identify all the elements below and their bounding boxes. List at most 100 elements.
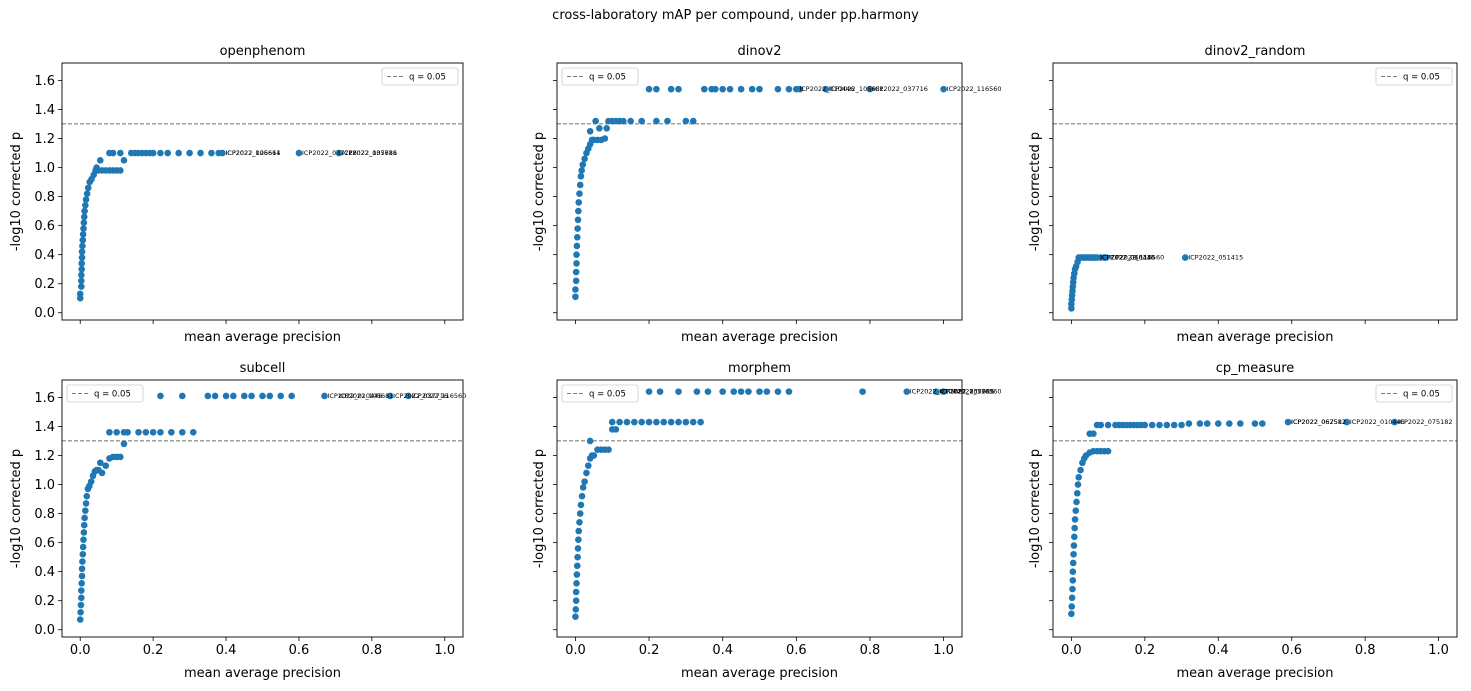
scatter-point (576, 190, 583, 197)
y-tick-label: 0.8 (34, 190, 55, 205)
scatter-point (796, 85, 804, 93)
y-tick-label: 0.6 (34, 219, 55, 234)
scatter-point (80, 225, 87, 232)
point-annotation: ICP2022_037716 (342, 149, 397, 157)
scatter-point (774, 388, 782, 395)
y-tick-label: 0.4 (34, 248, 55, 263)
scatter-point (682, 117, 690, 125)
scatter-point (84, 184, 92, 192)
legend-box (66, 384, 144, 403)
scatter-point (682, 418, 690, 426)
scatter-point (1070, 542, 1078, 549)
scatter-point (697, 418, 704, 426)
scatter-point (211, 392, 219, 400)
scatter-point (76, 290, 84, 298)
x-axis-label: mean average precision (184, 666, 341, 681)
scatter-point (689, 418, 697, 426)
y-axis-label: -log10 corrected p (532, 449, 547, 568)
scatter-point (653, 117, 660, 125)
scatter-point (168, 428, 175, 436)
legend-label: q = 0.05 (409, 73, 446, 83)
scatter-point (608, 418, 616, 426)
x-tick-label: 0.8 (860, 643, 881, 658)
scatter-point (859, 388, 866, 395)
scatter-point (1073, 489, 1081, 497)
x-tick-label: 0.4 (712, 643, 733, 658)
y-tick-label: 1.2 (34, 132, 55, 147)
scatter-point (675, 418, 682, 426)
point-annotation: ICP2022_010446 (327, 392, 382, 400)
scatter-point (78, 260, 85, 267)
scatter-point (77, 609, 84, 616)
scatter-point (645, 85, 653, 93)
scatter-point (1072, 507, 1080, 514)
scatter-point (572, 277, 580, 285)
scatter-point (575, 199, 583, 206)
scatter-point (1148, 421, 1156, 429)
scatter-point (78, 587, 85, 594)
scatter-point (78, 565, 86, 573)
scatter-point (1391, 418, 1398, 426)
subplot-title: openphenom (220, 44, 306, 59)
scatter-point (1156, 421, 1163, 429)
scatter-point (573, 579, 580, 587)
x-axis-label: mean average precision (184, 330, 341, 345)
point-annotation: ICP2022_066335 (1100, 254, 1155, 262)
x-tick-label: 0.2 (1134, 643, 1155, 658)
axes-frame (556, 62, 963, 321)
x-axis-label: mean average precision (681, 330, 838, 345)
scatter-point (1069, 568, 1077, 575)
x-tick-label: 0.4 (1208, 643, 1229, 658)
scatter-point (1074, 481, 1082, 488)
y-tick-label: 1.4 (34, 420, 55, 435)
axes-frame (61, 379, 464, 638)
point-annotation: ICP2022_116560 (947, 388, 1002, 396)
x-tick-label: 1.0 (434, 643, 455, 658)
scatter-point (102, 462, 110, 469)
point-annotation: ICP2022_105661 (225, 149, 280, 157)
scatter-point (98, 469, 106, 477)
y-tick-label: 1.0 (34, 478, 55, 493)
scatter-point (774, 85, 782, 93)
point-annotation: ICP2022_067582 (1291, 418, 1346, 426)
scatter-point (117, 167, 124, 174)
scatter-point (78, 594, 85, 602)
point-annotation: ICP2022_105681 (342, 149, 397, 157)
scatter-point (96, 156, 104, 164)
scatter-point (1225, 420, 1233, 427)
scatter-point (1196, 420, 1204, 427)
scatter-point (575, 527, 583, 535)
scatter-point (1102, 254, 1110, 261)
scatter-point (596, 125, 603, 132)
scatter-point (619, 117, 627, 125)
scatter-point (719, 85, 726, 93)
scatter-point (109, 149, 117, 157)
scatter-point (1181, 254, 1189, 261)
legend: q = 0.05 (561, 67, 639, 86)
scatter-point (142, 428, 150, 436)
x-axis-label: mean average precision (1177, 330, 1334, 345)
scatter-point (660, 418, 668, 426)
scatter-point (675, 85, 682, 93)
scatter-point (726, 85, 734, 93)
scatter-point (704, 388, 712, 395)
scatter-point (572, 597, 580, 604)
scatter-point (575, 207, 582, 215)
x-tick-label: 0.2 (639, 643, 660, 658)
scatter-point (78, 265, 85, 273)
scatter-point (572, 293, 579, 301)
scatter-point (932, 388, 940, 395)
scatter-point (574, 216, 582, 224)
scatter-point (80, 529, 88, 536)
point-annotation: ICP2022_075182 (1398, 418, 1453, 426)
scatter-point (78, 277, 85, 285)
x-tick-label: 0.0 (70, 643, 91, 658)
scatter-point (78, 572, 86, 580)
scatter-point (79, 543, 87, 551)
scatter-point (335, 149, 343, 157)
y-tick-label: 0.2 (34, 594, 55, 609)
scatter-point (574, 225, 581, 232)
